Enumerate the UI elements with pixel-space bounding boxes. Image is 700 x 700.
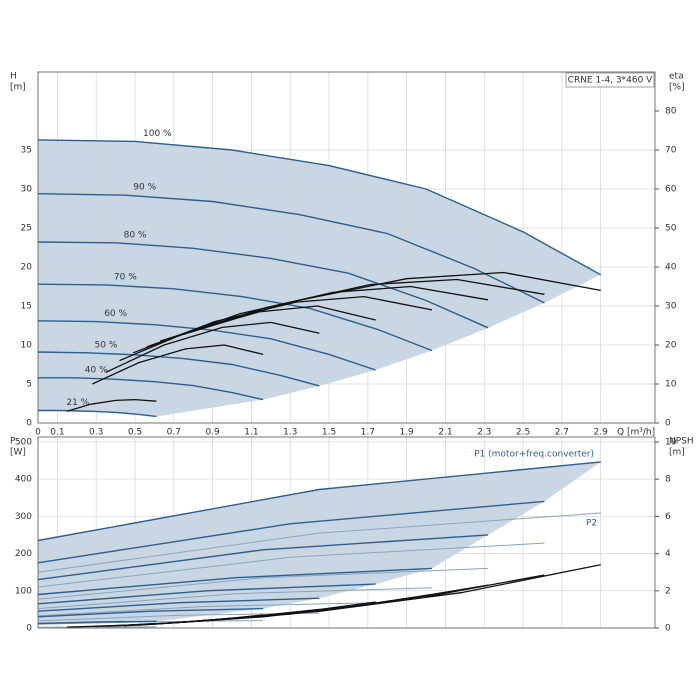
y2-axis-label: eta	[669, 72, 684, 82]
curve-label: 90 %	[133, 183, 156, 193]
curve	[105, 321, 320, 373]
x-tick-label: 0.3	[89, 428, 103, 438]
x-tick-label: 1.3	[283, 428, 297, 438]
operating-area	[38, 139, 601, 417]
y-tick-label: 300	[15, 512, 32, 522]
plot-frame	[37, 71, 656, 424]
curve-label: 70 %	[114, 272, 137, 282]
curve	[37, 512, 601, 573]
x-tick-label: 0.7	[167, 428, 181, 438]
y2-tick-label: 20	[665, 341, 677, 351]
y2-tick-label: 4	[665, 549, 671, 559]
curve-label: 100 %	[143, 129, 172, 139]
x-tick-label: 1.1	[244, 428, 258, 438]
x-tick-label: 2.3	[477, 428, 491, 438]
x-axis-label: Q [m³/h]	[617, 428, 655, 438]
y2-tick-label: 0	[665, 624, 671, 634]
curve	[67, 622, 157, 628]
y2-tick-label: 10	[665, 380, 677, 390]
y2-tick-label: 70	[665, 146, 677, 156]
y-tick-label: 0	[26, 624, 32, 634]
y-axis-unit: [m]	[10, 83, 26, 93]
y-tick-label: 5	[26, 380, 32, 390]
y-axis-label: H	[10, 72, 17, 82]
curve	[37, 461, 601, 542]
y-tick-label: 10	[21, 341, 33, 351]
x-tick-label: 0	[35, 428, 41, 438]
curve	[37, 602, 376, 617]
curve	[37, 620, 157, 625]
x-tick-label: 2.9	[594, 428, 609, 438]
x-tick-label: 1.9	[399, 428, 414, 438]
y2-tick-label: 0	[665, 419, 671, 429]
y-tick-label: 400	[15, 475, 32, 485]
curve	[37, 587, 432, 610]
y2-axis-label: NPSH	[669, 437, 694, 447]
y-tick-label: 15	[21, 302, 32, 312]
y-tick-label: 20	[21, 263, 33, 273]
x-tick-label: 1.5	[322, 428, 336, 438]
y-tick-label: 0	[26, 419, 32, 429]
y2-tick-label: 6	[665, 512, 671, 522]
y2-tick-label: 8	[665, 475, 671, 485]
y2-tick-label: 50	[665, 224, 677, 234]
curve	[38, 377, 264, 401]
curve-label: 21 %	[66, 398, 89, 408]
curve	[146, 285, 489, 348]
curve	[37, 567, 489, 600]
curve	[37, 607, 264, 618]
curve	[119, 305, 376, 362]
p1-label: P1 (motor+freq.converter)	[474, 449, 594, 459]
y2-tick-label: 30	[665, 302, 677, 312]
chart-title: CRNE 1-4, 3*460 V	[568, 76, 654, 86]
curve	[37, 139, 602, 276]
y-tick-label: 35	[21, 146, 32, 156]
y2-tick-label: 40	[665, 263, 677, 273]
operating-area	[38, 461, 601, 624]
curve	[37, 283, 433, 352]
curve	[37, 583, 376, 605]
curve	[38, 409, 157, 418]
y-axis-label: P	[10, 437, 16, 447]
curve	[66, 398, 157, 412]
x-tick-label: 2.5	[516, 428, 530, 438]
x-tick-label: 0.5	[128, 428, 142, 438]
curve	[37, 567, 432, 596]
curve	[37, 597, 320, 612]
y-tick-label: 100	[15, 586, 32, 596]
plot-frame	[37, 436, 656, 629]
p2-label: P2	[586, 518, 597, 528]
x-tick-label: 1.7	[361, 428, 375, 438]
curve-label: 60 %	[104, 309, 127, 319]
curve	[37, 193, 545, 304]
y2-tick-label: 2	[665, 586, 671, 596]
curve-label: 80 %	[124, 230, 147, 240]
x-tick-label: 0.1	[50, 428, 64, 438]
curve	[92, 344, 264, 385]
y-tick-label: 25	[21, 224, 32, 234]
y2-tick-label: 60	[665, 185, 677, 195]
y2-axis-unit: [%]	[669, 83, 685, 93]
y2-axis-unit: [m]	[669, 448, 685, 458]
curve	[37, 351, 320, 387]
x-tick-label: 2.7	[555, 428, 569, 438]
y-axis-unit: [W]	[10, 448, 26, 458]
x-tick-label: 2.1	[438, 428, 452, 438]
y2-tick-label: 10	[665, 438, 677, 448]
x-tick-label: 0.9	[205, 428, 220, 438]
y-tick-label: 200	[15, 549, 32, 559]
y2-tick-label: 80	[665, 107, 677, 117]
curve	[37, 542, 545, 588]
curve-label: 40 %	[85, 365, 108, 375]
y-tick-label: 30	[21, 185, 33, 195]
curve	[160, 278, 545, 342]
curve	[37, 241, 489, 329]
title-box	[565, 72, 655, 88]
curve-label: 50 %	[95, 340, 118, 350]
curve	[37, 534, 489, 581]
y-tick-label: 500	[15, 437, 32, 447]
curve	[37, 500, 545, 564]
